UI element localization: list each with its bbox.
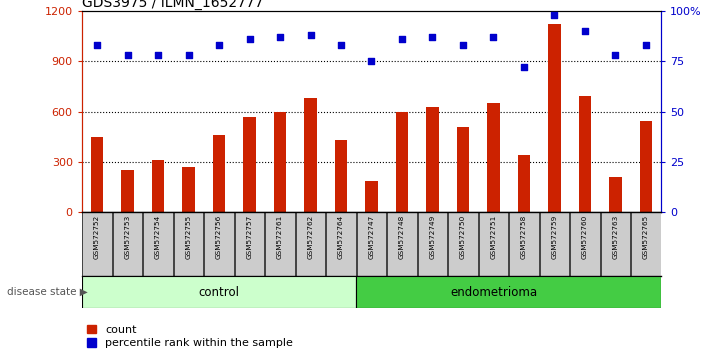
Bar: [144, 212, 173, 276]
Text: GSM572752: GSM572752: [94, 214, 100, 258]
Legend: count, percentile rank within the sample: count, percentile rank within the sample: [87, 325, 293, 348]
Bar: [396, 112, 408, 212]
Text: endometrioma: endometrioma: [450, 286, 537, 298]
Point: [427, 34, 438, 40]
Point: [305, 32, 316, 38]
Bar: [82, 212, 112, 276]
Bar: [601, 212, 630, 276]
Bar: [548, 24, 560, 212]
Bar: [274, 112, 286, 212]
Text: GDS3975 / ILMN_1652777: GDS3975 / ILMN_1652777: [82, 0, 263, 10]
Text: GSM572764: GSM572764: [338, 214, 344, 258]
Point: [91, 42, 102, 48]
Bar: [418, 212, 447, 276]
Text: GSM572762: GSM572762: [307, 214, 314, 258]
Point: [457, 42, 469, 48]
Point: [244, 36, 255, 42]
Bar: [113, 212, 142, 276]
Bar: [265, 212, 294, 276]
Text: GSM572760: GSM572760: [582, 214, 588, 258]
Bar: [213, 135, 225, 212]
Point: [549, 12, 560, 17]
Bar: [174, 212, 203, 276]
Text: GSM572749: GSM572749: [429, 214, 436, 258]
Bar: [427, 107, 439, 212]
Text: GSM572756: GSM572756: [216, 214, 222, 258]
Point: [122, 52, 133, 58]
Text: GSM572758: GSM572758: [521, 214, 527, 258]
Point: [213, 42, 225, 48]
Bar: [479, 212, 508, 276]
Point: [336, 42, 347, 48]
Bar: [204, 212, 234, 276]
Bar: [449, 212, 478, 276]
Bar: [183, 167, 195, 212]
Point: [488, 34, 499, 40]
Bar: [235, 212, 264, 276]
Bar: [91, 137, 103, 212]
Bar: [82, 276, 356, 308]
Text: GSM572747: GSM572747: [368, 214, 375, 258]
Point: [365, 58, 377, 64]
Bar: [457, 127, 469, 212]
Text: control: control: [198, 286, 240, 298]
Bar: [518, 155, 530, 212]
Text: GSM572750: GSM572750: [460, 214, 466, 258]
Text: GSM572761: GSM572761: [277, 214, 283, 258]
Text: GSM572748: GSM572748: [399, 214, 405, 258]
Bar: [243, 118, 256, 212]
Bar: [631, 212, 661, 276]
Text: GSM572754: GSM572754: [155, 214, 161, 258]
Point: [152, 52, 164, 58]
Bar: [387, 212, 417, 276]
Point: [274, 34, 286, 40]
Point: [641, 42, 652, 48]
Point: [610, 52, 621, 58]
Bar: [540, 212, 569, 276]
Bar: [335, 140, 347, 212]
Text: GSM572755: GSM572755: [186, 214, 191, 258]
Text: GSM572765: GSM572765: [643, 214, 649, 258]
Bar: [509, 212, 539, 276]
Bar: [356, 276, 661, 308]
Bar: [609, 177, 621, 212]
Text: GSM572751: GSM572751: [491, 214, 496, 258]
Bar: [640, 121, 652, 212]
Bar: [570, 212, 599, 276]
Bar: [326, 212, 356, 276]
Bar: [488, 103, 500, 212]
Point: [396, 36, 407, 42]
Text: GSM572753: GSM572753: [124, 214, 131, 258]
Text: GSM572759: GSM572759: [552, 214, 557, 258]
Bar: [579, 96, 591, 212]
Bar: [304, 98, 316, 212]
Text: GSM572763: GSM572763: [612, 214, 619, 258]
Bar: [357, 212, 386, 276]
Point: [183, 52, 194, 58]
Bar: [152, 160, 164, 212]
Point: [579, 28, 591, 34]
Text: GSM572757: GSM572757: [247, 214, 252, 258]
Text: disease state ▶: disease state ▶: [7, 287, 88, 297]
Point: [518, 64, 530, 70]
Bar: [365, 181, 378, 212]
Bar: [122, 170, 134, 212]
Bar: [296, 212, 325, 276]
